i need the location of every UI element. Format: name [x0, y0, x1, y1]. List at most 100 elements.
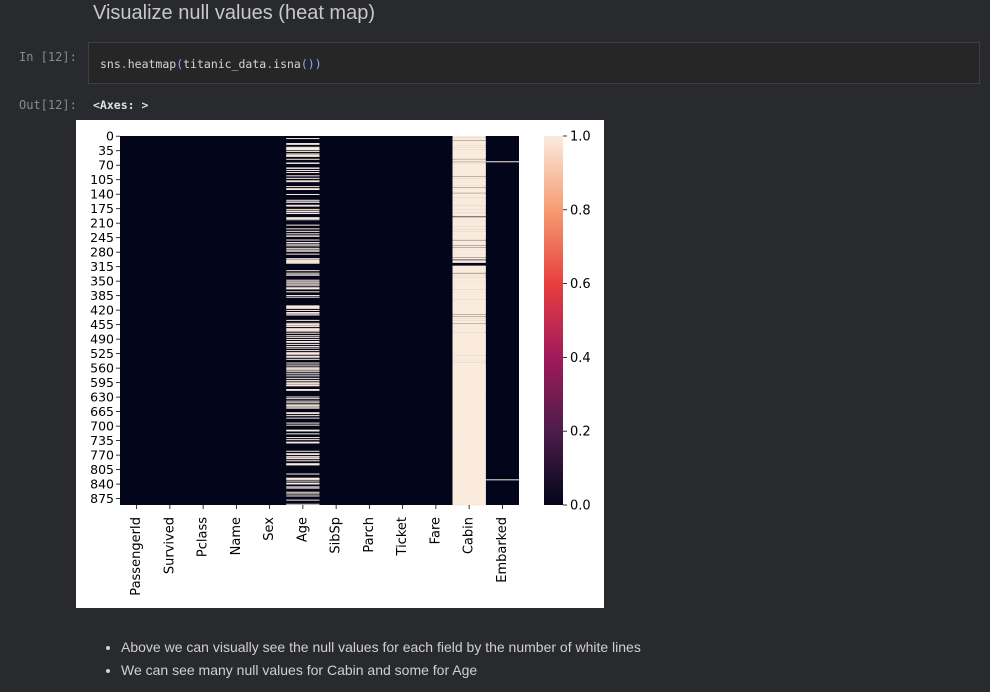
missing-value-cell: [452, 321, 486, 323]
code-line[interactable]: sns.heatmap(titanic_data.isna()): [100, 57, 322, 71]
row-tick-label: 35: [98, 143, 114, 158]
missing-value-cell: [286, 281, 320, 283]
missing-value-cell: [286, 480, 320, 482]
missing-value-cell: [452, 211, 486, 213]
missing-value-cell: [286, 356, 320, 358]
missing-value-cell: [286, 249, 320, 251]
missing-value-cell: [286, 439, 320, 441]
missing-value-cell: [452, 248, 486, 250]
missing-value-cell: [452, 272, 486, 274]
missing-value-cell: [286, 329, 320, 331]
missing-value-cell: [286, 210, 320, 212]
missing-value-cell: [286, 186, 320, 188]
colorbar-tick-label: 0.4: [570, 351, 591, 366]
row-tick-label: 385: [90, 288, 114, 303]
row-tick-label: 770: [90, 448, 114, 463]
missing-value-cell: [286, 328, 320, 330]
code-token: sns: [100, 57, 121, 71]
missing-value-cell: [452, 239, 486, 241]
missing-value-cell: [286, 189, 320, 191]
missing-value-cell: [452, 246, 486, 248]
row-tick-label: 245: [90, 230, 114, 245]
missing-value-cell: [452, 157, 486, 159]
missing-value-cell: [452, 315, 486, 317]
missing-value-cell: [452, 225, 486, 227]
row-axis: 0357010514017521024528031535038542045549…: [90, 129, 120, 506]
missing-value-cell: [286, 150, 320, 152]
missing-value-cell: [286, 493, 320, 495]
code-cell[interactable]: sns.heatmap(titanic_data.isna()): [88, 42, 980, 84]
missing-value-cell: [286, 343, 320, 345]
missing-value-cell: [286, 460, 320, 462]
missing-value-cell: [286, 259, 320, 261]
missing-value-cell: [452, 317, 486, 319]
missing-value-cell: [286, 330, 320, 332]
missing-value-cell: [452, 294, 486, 296]
code-token: .: [120, 57, 128, 71]
missing-value-cell: [452, 191, 486, 193]
missing-value-cell: [286, 230, 320, 232]
missing-value-cell: [286, 450, 320, 452]
missing-value-cell: [452, 297, 486, 299]
code-token: heatmap: [127, 57, 177, 71]
missing-value-cell: [286, 319, 320, 321]
missing-value-cell: [286, 491, 320, 493]
missing-value-cell: [452, 207, 486, 209]
missing-value-cell: [452, 186, 486, 188]
missing-value-cell: [286, 258, 320, 260]
code-token: .: [266, 57, 274, 71]
missing-value-cell: [286, 369, 320, 371]
missing-value-cell: [452, 313, 486, 315]
missing-value-cell: [452, 148, 486, 150]
missing-value-cell: [286, 385, 320, 387]
column-label: Cabin: [462, 517, 477, 554]
missing-value-cell: [286, 422, 320, 424]
missing-value-cell: [452, 222, 486, 224]
missing-value-cell: [286, 167, 320, 169]
missing-value-cell: [452, 267, 486, 269]
row-tick-label: 665: [90, 404, 114, 419]
row-tick-label: 315: [90, 259, 114, 274]
missing-value-cell: [286, 162, 320, 164]
missing-value-cell: [286, 201, 320, 203]
missing-value-cell: [286, 400, 320, 402]
missing-value-cell: [452, 173, 486, 175]
missing-value-cell: [286, 413, 320, 415]
missing-value-cell: [286, 270, 320, 272]
missing-value-cell: [452, 242, 486, 244]
row-tick-label: 490: [90, 332, 114, 347]
missing-value-cell: [286, 389, 320, 391]
colorbar: 0.0 0.2 0.4 0.6 0.8 1.0: [544, 130, 591, 514]
missing-value-cell: [286, 306, 320, 308]
missing-value-cell: [286, 208, 320, 210]
missing-value-cell: [286, 405, 320, 407]
missing-value-cell: [286, 205, 320, 207]
missing-value-cell: [286, 279, 320, 281]
row-tick-label: 840: [90, 477, 114, 492]
missing-value-cell: [286, 433, 320, 435]
heatmap-figure: 0 35 70 105 140 175 210 245 280 315 350 385 420 455 49…: [76, 120, 604, 608]
missing-value-cell: [452, 198, 486, 200]
missing-value-cell: [452, 228, 486, 230]
column-label: Embarked: [495, 517, 510, 583]
missing-value-cell: [286, 284, 320, 286]
missing-value-cell: [452, 275, 486, 277]
missing-value-cell: [286, 417, 320, 419]
row-tick-label: 455: [90, 317, 114, 332]
missing-value-cell: [286, 383, 320, 385]
missing-value-cell: [286, 138, 320, 140]
missing-value-cell: [452, 144, 486, 146]
missing-value-cell: [452, 196, 486, 198]
missing-value-cell: [286, 354, 320, 356]
output-text: <Axes: >: [93, 98, 149, 112]
missing-value-cell: [286, 332, 320, 334]
missing-value-cell: [286, 307, 320, 309]
missing-value-cell: [286, 457, 320, 459]
input-prompt: In [12]:: [19, 50, 77, 64]
missing-value-cell: [286, 429, 320, 431]
missing-value-cell: [286, 218, 320, 219]
missing-value-cell: [286, 148, 320, 150]
missing-value-cell: [452, 215, 486, 217]
missing-value-cell: [286, 398, 320, 400]
missing-value-cell: [452, 306, 486, 308]
